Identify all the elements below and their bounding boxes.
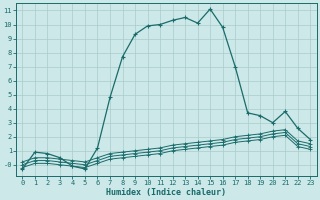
X-axis label: Humidex (Indice chaleur): Humidex (Indice chaleur): [106, 188, 226, 197]
